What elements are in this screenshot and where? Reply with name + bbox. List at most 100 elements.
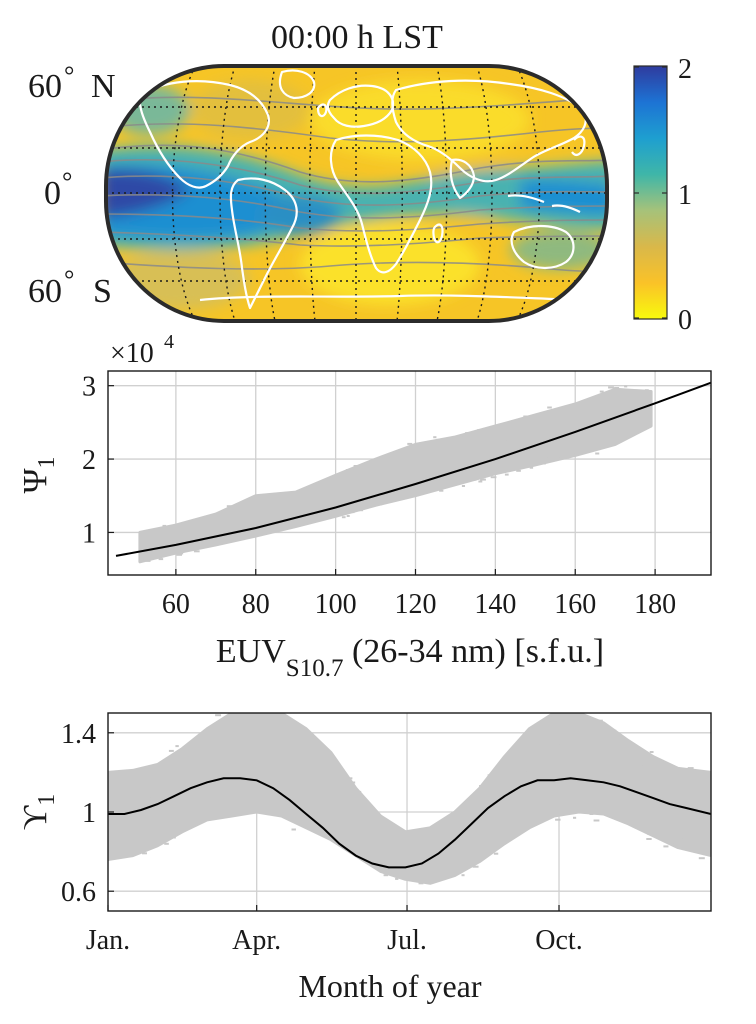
seasonal-data-point <box>307 741 312 744</box>
scatter-data-point <box>515 433 521 435</box>
scatter-data-point <box>281 511 285 514</box>
scatter-data-point <box>166 533 172 536</box>
seasonal-data-point <box>351 790 356 793</box>
scatter-data-point <box>146 554 150 557</box>
seasonal-data-point <box>673 841 678 844</box>
scatter-data-point <box>470 439 476 442</box>
seasonal-data-point <box>300 783 305 786</box>
seasonal-data-point <box>291 828 296 831</box>
scatter-data-point <box>228 508 234 511</box>
seasonal-data-point <box>395 877 399 880</box>
scatter-data-point <box>407 442 413 445</box>
seasonal-data-point <box>573 747 578 750</box>
seasonal-data-point <box>482 790 487 792</box>
scatter-data-point <box>471 452 476 455</box>
seasonal-data-point <box>420 857 426 860</box>
scatter-data-point <box>270 500 276 503</box>
seasonal-data-point <box>488 818 495 820</box>
scatter-x-tick-label: 180 <box>634 589 676 620</box>
scatter-data-point <box>507 432 512 435</box>
coast-madagascar <box>432 223 444 244</box>
scatter-data-point <box>507 435 513 438</box>
seasonal-data-point <box>653 805 659 808</box>
lat-label-0: 0 ° <box>44 167 72 212</box>
seasonal-data-point <box>487 774 493 777</box>
lat-label-60s-hemisphere: S <box>93 273 112 310</box>
seasonal-data-point <box>450 871 454 874</box>
seasonal-data-point <box>357 840 364 843</box>
scatter-data-point <box>455 448 462 450</box>
seasonal-data-point <box>482 807 487 810</box>
seasonal-data-point <box>632 752 638 755</box>
seasonal-data-point <box>592 777 597 780</box>
scatter-data-point <box>560 428 565 430</box>
seasonal-data-point <box>278 716 283 719</box>
seasonal-data-point <box>287 767 293 770</box>
seasonal-data-point <box>464 854 468 856</box>
lat-label-60n-hemisphere: N <box>91 68 116 105</box>
svg-text:EUVS10.7 (26-34 nm) [s.f.u.]: EUVS10.7 (26-34 nm) [s.f.u.] <box>216 633 604 682</box>
scatter-data-point <box>578 438 585 441</box>
scatter-data-point <box>346 515 350 517</box>
scatter-data-point <box>357 505 364 508</box>
scatter-data-point <box>215 540 221 543</box>
seasonal-data-point <box>253 736 259 739</box>
scatter-data-point <box>516 469 521 472</box>
scatter-data-point <box>337 506 344 509</box>
seasonal-data-point <box>300 792 304 795</box>
map-panel: 00:00 h LST 60 ° N 0 ° 60 ° S <box>28 19 692 336</box>
scatter-data-point <box>550 413 557 416</box>
scatter-data-point <box>458 477 462 479</box>
seasonal-data-point <box>199 741 203 744</box>
seasonal-data-point <box>284 793 291 795</box>
seasonal-data-point <box>271 760 277 762</box>
seasonal-x-tick-label: Oct. <box>535 925 582 956</box>
scatter-data-point <box>543 412 547 415</box>
seasonal-data-point <box>370 860 376 862</box>
seasonal-data-point <box>689 774 694 777</box>
scatter-data-point <box>624 385 628 388</box>
scatter-data-point <box>575 412 580 415</box>
seasonal-data-point <box>394 875 401 878</box>
seasonal-data-point <box>627 803 632 806</box>
scatter-data-point <box>340 484 346 487</box>
seasonal-data-point <box>240 753 245 755</box>
seasonal-data-point <box>316 759 323 762</box>
seasonal-data-point <box>390 842 396 845</box>
scatter-data-point <box>176 553 183 556</box>
scatter-data-point <box>465 432 469 435</box>
seasonal-data-point <box>699 831 704 834</box>
seasonal-data-point <box>423 849 429 852</box>
seasonal-data-point <box>278 776 282 779</box>
scatter-data-point <box>606 442 611 445</box>
scatter-y-tick-label: 1 <box>82 518 96 549</box>
scatter-data-point <box>359 509 364 512</box>
seasonal-data-point <box>493 846 499 849</box>
seasonal-data-point <box>224 728 230 731</box>
coast-uk <box>316 103 328 118</box>
scatter-data-point <box>580 405 586 408</box>
scatter-data-point <box>434 468 438 471</box>
seasonal-data-point <box>215 714 222 717</box>
seasonal-data-point <box>269 788 274 791</box>
seasonal-data-point <box>126 788 130 790</box>
seasonal-data-point <box>429 852 436 855</box>
seasonal-y-axis-label: ϒ1 <box>17 794 60 831</box>
seasonal-data-point <box>272 713 278 716</box>
seasonal-data-point <box>113 849 119 851</box>
seasonal-data-point <box>280 798 285 801</box>
seasonal-data-point <box>150 826 155 829</box>
scatter-data-point <box>345 469 351 472</box>
seasonal-data-point <box>458 824 464 827</box>
scatter-data-point <box>193 533 197 536</box>
seasonal-data-point <box>170 790 176 793</box>
seasonal-data-point <box>687 767 694 770</box>
seasonal-x-tick-label: Jul. <box>387 925 427 956</box>
scatter-data-point <box>349 487 355 490</box>
scatter-data-point <box>168 526 174 528</box>
scatter-data-point <box>359 485 365 488</box>
scatter-data-point <box>490 476 497 479</box>
seasonal-data-point <box>142 852 147 855</box>
seasonal-data-point <box>239 715 244 718</box>
scatter-fit-line-group <box>115 381 711 557</box>
